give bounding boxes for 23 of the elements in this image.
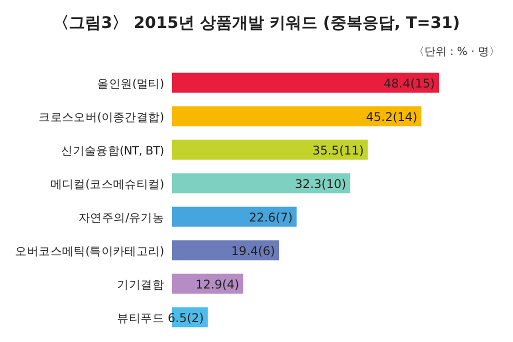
data-label: 35.5(11) [312, 143, 364, 158]
bar [172, 206, 297, 227]
y-tick-label: 크로스오버(이종간결합) [38, 110, 164, 124]
bar [172, 173, 350, 194]
y-tick-label: 메디컬(코스메슈티컬) [50, 176, 164, 191]
bar [172, 72, 439, 93]
y-tick-label: 올인원(멀티) [97, 76, 164, 90]
bar [172, 106, 422, 126]
data-label: 45.2(14) [366, 110, 418, 124]
data-label: 19.4(6) [231, 244, 276, 258]
data-label: 12.9(4) [195, 277, 240, 292]
data-label: 48.4(15) [384, 76, 435, 90]
y-tick-label: 자연주의/유기농 [78, 210, 164, 224]
chart-title: 〈그림3〉 2015년 상품개발 키워드 (중복응답, T=31) [53, 13, 460, 32]
y-tick-label: 뷰티푸드 [117, 310, 164, 325]
y-tick-label: 오버코스메틱(특이카테고리) [15, 244, 164, 258]
data-label: 22.6(7) [248, 210, 293, 224]
text: 〈단위 : % · 명〉 [413, 45, 500, 58]
y-tick-label: 신기술융합(NT, BT) [61, 143, 164, 158]
bar [172, 140, 368, 160]
bar [172, 240, 280, 260]
y-tick-label: 기기결합 [117, 277, 164, 292]
data-label: 32.3(10) [294, 176, 346, 191]
